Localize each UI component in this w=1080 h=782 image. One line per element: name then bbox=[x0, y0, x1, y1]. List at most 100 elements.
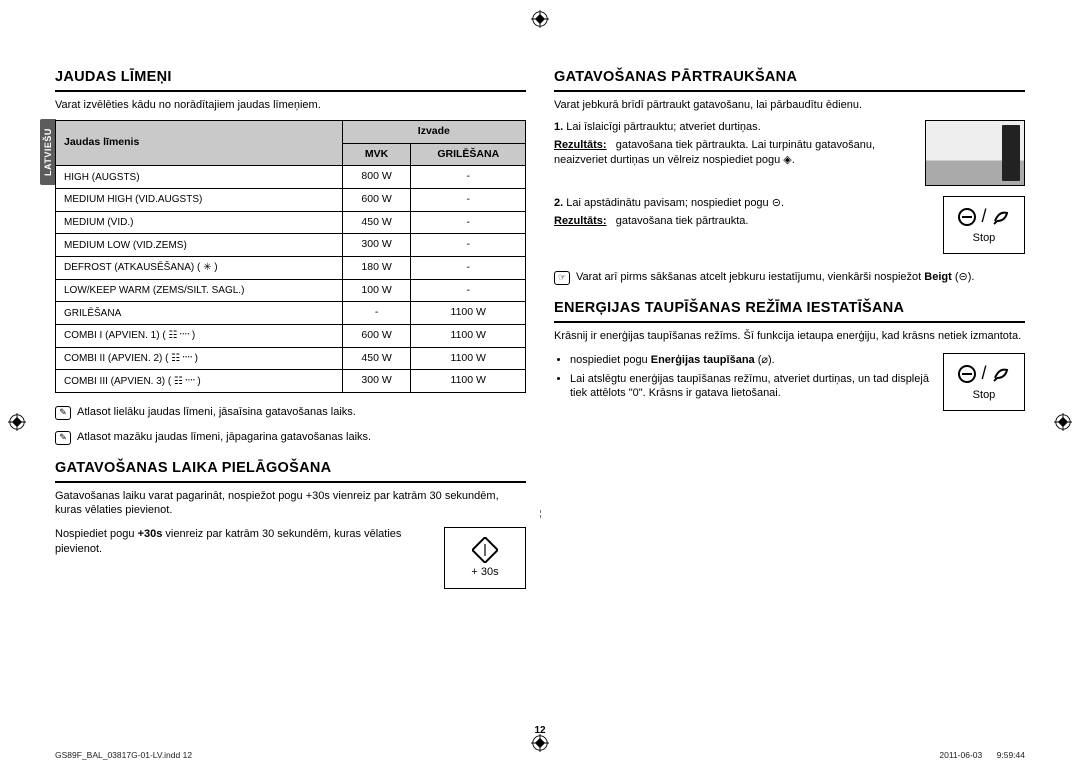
cell-mvk: 450 W bbox=[342, 211, 411, 234]
result-2: Rezultāts: gatavošana tiek pārtraukta. bbox=[554, 214, 923, 228]
cell-mvk: 300 W bbox=[342, 370, 411, 393]
t: nospiediet pogu bbox=[570, 354, 651, 366]
t: Varat arī pirms sākšanas atcelt jebkuru … bbox=[576, 271, 924, 283]
adjust-time-row: + 30s Nospiediet pogu +30s vienreiz par … bbox=[55, 527, 526, 595]
t: (⊝). bbox=[952, 271, 975, 283]
footer-date: 2011-06-03 bbox=[939, 750, 982, 760]
tip-icon: ☞ bbox=[554, 271, 570, 285]
table-row: HIGH (AUGSTS)800 W- bbox=[56, 166, 526, 189]
note-higher-power: ✎ Atlasot lielāku jaudas līmeni, jāsaīsi… bbox=[55, 405, 526, 420]
heading-stop-cooking: GATAVOŠANAS PĀRTRAUKŠANA bbox=[554, 68, 1025, 92]
cell-level: MEDIUM HIGH (VID.AUGSTS) bbox=[56, 189, 343, 212]
cell-level: MEDIUM (VID.) bbox=[56, 211, 343, 234]
cell-grill: 1100 W bbox=[411, 347, 526, 370]
footer-time: 9:59:44 bbox=[997, 750, 1025, 760]
diamond-start-icon bbox=[472, 537, 498, 563]
th-output: Izvade bbox=[342, 121, 525, 144]
cell-grill: 1100 W bbox=[411, 302, 526, 325]
cell-level: GRILĒŠANA bbox=[56, 302, 343, 325]
cell-grill: 1100 W bbox=[411, 324, 526, 347]
eco-icon bbox=[991, 364, 1011, 384]
stop-circle-icon bbox=[957, 364, 977, 384]
cell-grill: - bbox=[411, 189, 526, 212]
cell-mvk: 450 W bbox=[342, 347, 411, 370]
t: Lai apstādinātu pavisam; nospiediet pogu… bbox=[566, 197, 784, 209]
left-column: JAUDAS LĪMEŅI Varat izvēlēties kādu no n… bbox=[55, 68, 526, 708]
table-row: GRILĒŠANA-1100 W bbox=[56, 302, 526, 325]
cell-mvk: 600 W bbox=[342, 189, 411, 212]
note-lower-power: ✎ Atlasot mazāku jaudas līmeni, jāpagari… bbox=[55, 430, 526, 445]
th-level: Jaudas līmenis bbox=[56, 121, 343, 166]
energy-para: Krāsnij ir enerģijas taupīšanas režīms. … bbox=[554, 329, 1025, 343]
slash: / bbox=[981, 205, 986, 228]
cell-level: COMBI I (APVIEN. 1) ( ☷᠁ ) bbox=[56, 324, 343, 347]
note-text: Atlasot lielāku jaudas līmeni, jāsaīsina… bbox=[77, 405, 356, 419]
content-columns: JAUDAS LĪMEŅI Varat izvēlēties kādu no n… bbox=[55, 68, 1025, 708]
cell-mvk: 800 W bbox=[342, 166, 411, 189]
page-number: 12 bbox=[534, 725, 545, 736]
cell-level: MEDIUM LOW (VID.ZEMS) bbox=[56, 234, 343, 257]
btn-30s-label: + 30s bbox=[471, 565, 498, 579]
result-label: Rezultāts: bbox=[554, 215, 607, 227]
heading-adjust-time: GATAVOŠANAS LAIKA PIELĀGOŠANA bbox=[55, 459, 526, 483]
microwave-illustration bbox=[925, 120, 1025, 186]
step-1-row: 1. Lai īslaicīgi pārtrauktu; atveriet du… bbox=[554, 120, 1025, 186]
cell-grill: - bbox=[411, 256, 526, 279]
footer-file: GS89F_BAL_03817G-01-LV.indd 12 bbox=[55, 750, 192, 760]
center-tick bbox=[540, 510, 541, 518]
table-row: COMBI I (APVIEN. 1) ( ☷᠁ )600 W1100 W bbox=[56, 324, 526, 347]
t: (⌀). bbox=[755, 354, 775, 366]
cell-mvk: - bbox=[342, 302, 411, 325]
right-column: GATAVOŠANAS PĀRTRAUKŠANA Varat jebkurā b… bbox=[554, 68, 1025, 708]
th-mvk: MVK bbox=[342, 143, 411, 166]
cell-level: DEFROST (ATKAUSĒŠANA) ( ✳ ) bbox=[56, 256, 343, 279]
table-row: COMBI II (APVIEN. 2) ( ☷᠁ )450 W1100 W bbox=[56, 347, 526, 370]
step-2: 2. Lai apstādinātu pavisam; nospiediet p… bbox=[554, 196, 923, 210]
cell-mvk: 300 W bbox=[342, 234, 411, 257]
energy-row: / Stop nospiediet pogu Enerģijas taupīša… bbox=[554, 353, 1025, 417]
cell-grill: - bbox=[411, 211, 526, 234]
tip-cancel: ☞ Varat arī pirms sākšanas atcelt jebkur… bbox=[554, 270, 1025, 285]
stop-circle-icon bbox=[957, 207, 977, 227]
step-1: 1. Lai īslaicīgi pārtrauktu; atveriet du… bbox=[554, 120, 915, 134]
manual-page: LATVIEŠU JAUDAS LĪMEŅI Varat izvēlēties … bbox=[0, 0, 1080, 782]
note-text: Atlasot mazāku jaudas līmeni, jāpagarina… bbox=[77, 430, 371, 444]
registration-mark-top bbox=[531, 10, 549, 28]
tip-text: Varat arī pirms sākšanas atcelt jebkuru … bbox=[576, 270, 974, 284]
th-grill: GRILĒŠANA bbox=[411, 143, 526, 166]
footer-datetime: 2011-06-03 9:59:44 bbox=[927, 750, 1025, 760]
step-2-row: 2. Lai apstādinātu pavisam; nospiediet p… bbox=[554, 196, 1025, 260]
table-row: COMBI III (APVIEN. 3) ( ☷᠁ )300 W1100 W bbox=[56, 370, 526, 393]
eco-icon bbox=[991, 207, 1011, 227]
registration-mark-left bbox=[8, 413, 26, 431]
stop-label: Stop bbox=[973, 388, 996, 402]
cell-mvk: 100 W bbox=[342, 279, 411, 302]
cell-mvk: 180 W bbox=[342, 256, 411, 279]
print-footer: GS89F_BAL_03817G-01-LV.indd 12 2011-06-0… bbox=[55, 750, 1025, 760]
stop-label: Stop bbox=[973, 231, 996, 245]
note-icon: ✎ bbox=[55, 431, 71, 445]
cell-level: COMBI II (APVIEN. 2) ( ☷᠁ ) bbox=[56, 347, 343, 370]
cell-level: HIGH (AUGSTS) bbox=[56, 166, 343, 189]
adjust-time-para: Gatavošanas laiku varat pagarināt, nospi… bbox=[55, 489, 526, 518]
cell-grill: - bbox=[411, 166, 526, 189]
heading-power-levels: JAUDAS LĪMEŅI bbox=[55, 68, 526, 92]
table-row: DEFROST (ATKAUSĒŠANA) ( ✳ )180 W- bbox=[56, 256, 526, 279]
stop-button-illustration: / Stop bbox=[943, 196, 1025, 254]
cell-level: COMBI III (APVIEN. 3) ( ☷᠁ ) bbox=[56, 370, 343, 393]
slash: / bbox=[981, 362, 986, 385]
t: Enerģijas taupīšana bbox=[651, 354, 755, 366]
result-text: gatavošana tiek pārtraukta. bbox=[616, 215, 749, 227]
cell-grill: - bbox=[411, 234, 526, 257]
power-level-table: Jaudas līmenis Izvade MVK GRILĒŠANA HIGH… bbox=[55, 120, 526, 393]
table-row: MEDIUM LOW (VID.ZEMS)300 W- bbox=[56, 234, 526, 257]
result-label: Rezultāts: bbox=[554, 139, 607, 151]
stop-intro: Varat jebkurā brīdī pārtraukt gatavošanu… bbox=[554, 98, 1025, 112]
language-side-tab: LATVIEŠU bbox=[40, 119, 56, 185]
table-row: MEDIUM (VID.)450 W- bbox=[56, 211, 526, 234]
table-row: LOW/KEEP WARM (ZEMS/SILT. SAGL.)100 W- bbox=[56, 279, 526, 302]
t: Lai īslaicīgi pārtrauktu; atveriet durti… bbox=[566, 121, 760, 133]
result-1: Rezultāts: gatavošana tiek pārtraukta. L… bbox=[554, 138, 915, 167]
heading-energy-save: ENERĢIJAS TAUPĪŠANAS REŽĪMA IESTATĪŠANA bbox=[554, 299, 1025, 323]
t: +30s bbox=[138, 528, 163, 540]
